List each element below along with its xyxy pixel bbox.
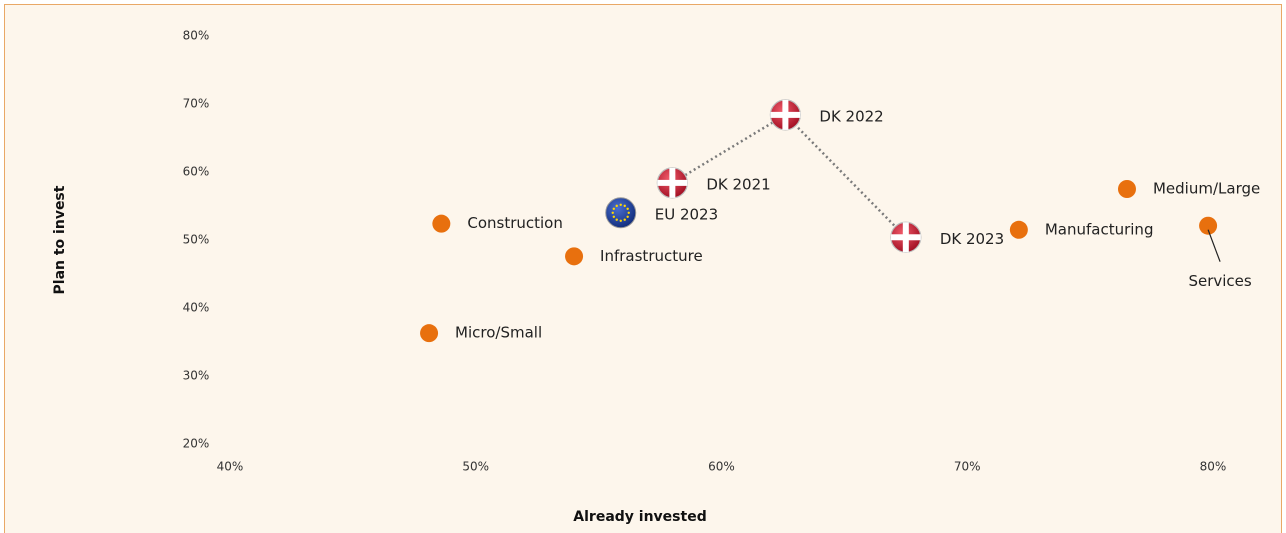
point-label: Manufacturing xyxy=(1045,220,1154,238)
y-tick-label: 80% xyxy=(183,29,210,43)
x-tick-label: 70% xyxy=(954,460,981,474)
eu-star xyxy=(615,218,618,221)
eu-star xyxy=(611,211,614,214)
y-tick-label: 70% xyxy=(183,97,210,111)
point-group xyxy=(1199,216,1218,235)
point-label: EU 2023 xyxy=(655,205,718,223)
point-label: Micro/Small xyxy=(455,324,542,342)
point xyxy=(605,197,637,229)
point-group xyxy=(1117,180,1136,198)
chart-frame xyxy=(4,4,1282,533)
eu-star xyxy=(615,204,618,208)
point-label: DK 2021 xyxy=(706,175,770,193)
eu-star xyxy=(623,218,626,221)
y-tick-label: 30% xyxy=(183,369,210,383)
point xyxy=(565,247,584,266)
eu-star xyxy=(627,211,630,214)
point-group xyxy=(432,214,451,233)
point xyxy=(420,324,439,343)
x-axis-title: Already invested xyxy=(573,509,706,525)
y-tick-label: 40% xyxy=(183,301,210,315)
y-axis-title: Plan to invest xyxy=(52,185,68,294)
y-tick-label: 60% xyxy=(183,165,210,179)
point-label: DK 2022 xyxy=(819,107,883,125)
eu-star xyxy=(626,207,629,210)
eu-star xyxy=(626,215,629,218)
x-tick-label: 50% xyxy=(462,460,489,474)
point-label: Construction xyxy=(467,214,563,232)
point-group xyxy=(605,197,637,229)
eu-star xyxy=(619,203,622,206)
point-group xyxy=(1009,220,1028,239)
point-group xyxy=(769,99,801,131)
x-tick-label: 60% xyxy=(708,460,735,474)
point xyxy=(1117,180,1136,198)
eu-star xyxy=(623,204,626,208)
point-label: Services xyxy=(1188,272,1251,290)
point-label: Infrastructure xyxy=(600,247,703,265)
y-tick-label: 50% xyxy=(183,233,210,247)
point xyxy=(432,214,451,233)
eu-star xyxy=(612,215,616,218)
x-tick-label: 40% xyxy=(217,460,244,474)
point-group xyxy=(420,324,439,343)
flag-cross xyxy=(770,111,801,118)
eu-star xyxy=(619,219,622,222)
x-tick-label: 80% xyxy=(1200,460,1227,474)
point xyxy=(1199,216,1218,235)
point-group xyxy=(565,247,584,266)
point-label: DK 2023 xyxy=(940,230,1004,248)
point-group xyxy=(656,167,688,199)
flag-cross xyxy=(657,179,688,186)
y-tick-label: 20% xyxy=(183,437,210,451)
point-label: Medium/Large xyxy=(1153,180,1260,198)
leader-line xyxy=(1207,229,1221,262)
point xyxy=(1009,220,1028,239)
point-group xyxy=(890,221,922,253)
eu-star xyxy=(612,207,616,210)
flag-cross xyxy=(890,234,921,241)
